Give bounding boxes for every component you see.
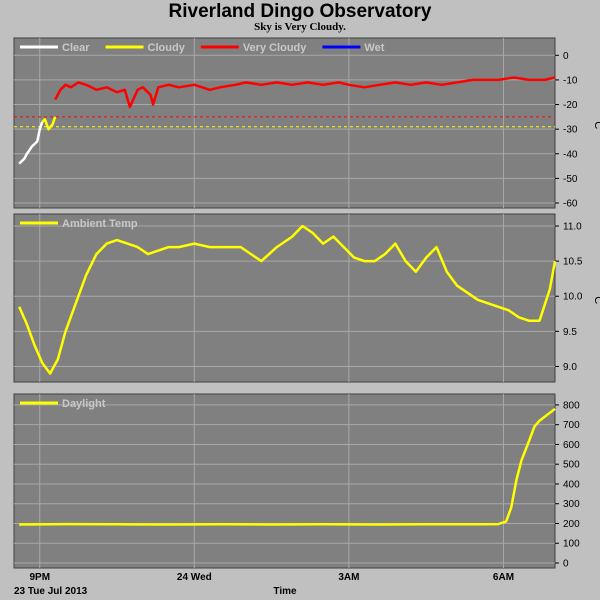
legend-label: Cloudy (148, 42, 186, 54)
series-line (54, 76, 556, 109)
legend-label: Wet (364, 42, 384, 54)
y-tick-label: -30 (563, 125, 578, 136)
y-tick-label: 10.5 (563, 257, 583, 268)
chart-panel-3: 0 100 200 300 400 500 600 700 800 9PM 24 Wed 3AM 6AM… (13, 393, 580, 583)
panel-background (13, 393, 556, 569)
sky-status-text: Sky is Very Cloudy. (254, 21, 346, 33)
y-tick-label: -10 (563, 75, 578, 86)
y-tick-label: -20 (563, 100, 578, 111)
y-tick-label: -50 (563, 174, 578, 185)
x-tick-label: 3AM (338, 572, 359, 583)
date-label: 23 Tue Jul 2013 (14, 586, 88, 597)
legend-label: Daylight (62, 398, 106, 410)
y-tick-label: 700 (563, 420, 580, 431)
panel-background (13, 37, 556, 209)
x-axis-title: Time (273, 586, 297, 597)
y-axis-unit: °C (592, 117, 600, 129)
series-line (18, 121, 44, 165)
x-tick-label: 6AM (493, 572, 514, 583)
y-tick-label: 500 (563, 460, 580, 471)
y-tick-label: 9.5 (563, 327, 577, 338)
y-tick-label: 300 (563, 499, 580, 510)
y-tick-label: 11.0 (563, 222, 582, 233)
y-tick-label: 9.0 (563, 362, 577, 373)
y-tick-label: -40 (563, 149, 578, 160)
chart-panel-1: 0 -10 -20 -30 -40 -50 -60 °C Clear Cloudy Very Clo… (13, 37, 600, 210)
y-tick-label: 0 (563, 51, 569, 62)
y-tick-label: 100 (563, 539, 580, 550)
x-tick-label: 9PM (29, 572, 50, 583)
y-tick-label: 600 (563, 440, 580, 451)
series-line (18, 224, 557, 375)
y-axis-unit: °C (592, 292, 600, 304)
chart-panel-2: 9.0 9.5 10.0 10.5 11.0 °C Ambient Temp (13, 213, 600, 383)
y-tick-label: 800 (563, 400, 580, 411)
x-tick-label: 24 Wed (177, 572, 212, 583)
y-tick-label: 10.0 (563, 292, 583, 303)
y-tick-label: -60 (563, 199, 578, 210)
legend-label: Clear (62, 42, 90, 54)
series-line (41, 116, 57, 131)
series-line (19, 407, 556, 526)
y-tick-label: 0 (563, 559, 569, 570)
y-tick-label: 400 (563, 479, 580, 490)
legend-label: Ambient Temp (62, 218, 138, 230)
y-tick-label: 200 (563, 519, 580, 530)
page-title: Riverland Dingo Observatory (168, 1, 432, 22)
legend-label: Very Cloudy (243, 42, 307, 54)
